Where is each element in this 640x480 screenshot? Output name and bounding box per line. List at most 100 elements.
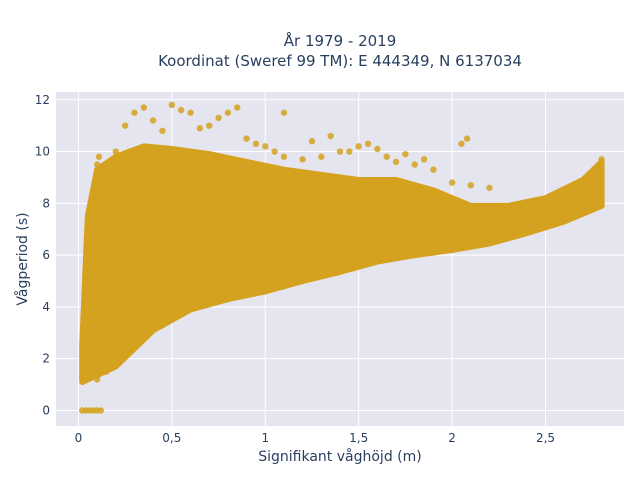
data-point	[78, 373, 86, 381]
data-point	[262, 288, 269, 295]
data-point	[299, 277, 306, 285]
chart-title-line-2: Koordinat (Sweref 99 TM): E 444349, N 61…	[158, 52, 522, 70]
data-point	[112, 358, 119, 365]
x-tick-label: 1	[261, 431, 269, 445]
data-point	[486, 238, 493, 246]
data-point	[234, 104, 241, 111]
data-point	[88, 231, 95, 238]
y-tick-label: 10	[35, 145, 50, 159]
data-point	[90, 210, 97, 217]
data-point	[402, 150, 409, 158]
data-point	[336, 148, 344, 155]
data-point	[103, 368, 110, 375]
y-tick-label: 0	[42, 403, 50, 417]
data-point	[168, 101, 176, 109]
data-point	[392, 254, 400, 261]
data-point	[448, 226, 456, 233]
data-point	[463, 135, 471, 142]
data-point	[579, 182, 587, 189]
data-point	[80, 355, 88, 362]
data-point	[327, 132, 334, 140]
data-point	[598, 156, 605, 163]
data-point	[420, 156, 428, 163]
data-point	[504, 213, 512, 220]
data-point	[299, 156, 306, 163]
data-point	[374, 145, 381, 153]
data-point	[383, 153, 390, 160]
data-point	[177, 106, 185, 114]
data-points	[78, 101, 605, 414]
data-point	[411, 161, 418, 168]
data-point	[243, 135, 250, 142]
data-point	[430, 166, 437, 173]
data-point	[95, 153, 103, 160]
data-point	[140, 104, 148, 111]
x-tick-label: 2	[448, 431, 456, 445]
chart-title-line-1: År 1979 - 2019	[284, 31, 397, 50]
y-tick-label: 2	[42, 352, 50, 366]
data-point	[82, 329, 90, 336]
data-point	[86, 264, 93, 272]
data-point	[149, 321, 157, 329]
data-point	[224, 295, 232, 303]
data-point	[430, 249, 437, 256]
data-point	[392, 158, 400, 166]
data-point	[561, 192, 568, 199]
data-point	[589, 169, 596, 176]
data-point	[196, 125, 204, 132]
data-point	[486, 184, 493, 191]
data-point	[467, 182, 474, 189]
x-axis-title: Signifikant våghöjd (m)	[258, 448, 421, 465]
data-point	[92, 184, 99, 191]
data-point	[206, 298, 213, 305]
data-point	[579, 207, 587, 215]
x-tick-label: 0,5	[162, 431, 181, 445]
data-point	[411, 251, 418, 259]
data-point	[346, 148, 353, 155]
data-point	[589, 202, 596, 210]
data-point	[308, 137, 316, 145]
data-point	[215, 114, 222, 122]
data-point	[318, 272, 325, 280]
y-axis-title: Vågperiod (s)	[14, 212, 31, 305]
y-tick-label: 12	[35, 93, 50, 107]
data-point	[187, 303, 194, 311]
data-point	[336, 267, 344, 274]
data-point	[318, 153, 325, 160]
data-point	[280, 153, 288, 160]
data-point	[121, 122, 129, 129]
data-point	[206, 122, 213, 129]
data-point	[542, 200, 549, 207]
data-point	[448, 246, 456, 254]
data-point	[93, 161, 101, 168]
y-tick-label: 8	[42, 196, 50, 210]
x-tick-label: 0	[75, 431, 83, 445]
data-point	[187, 109, 194, 116]
data-point	[280, 282, 288, 290]
data-point	[467, 220, 474, 228]
data-point	[159, 127, 166, 135]
data-point	[243, 290, 250, 298]
data-point	[458, 140, 465, 147]
data-point	[131, 109, 138, 116]
data-point	[355, 262, 362, 269]
y-tick-label: 6	[42, 248, 50, 262]
y-tick-label: 4	[42, 300, 50, 314]
data-point	[84, 303, 91, 311]
data-point	[168, 311, 176, 318]
data-point	[112, 148, 119, 155]
data-point	[504, 233, 512, 241]
data-point	[523, 228, 531, 236]
data-point	[280, 109, 288, 116]
data-point	[121, 345, 129, 352]
data-point	[149, 117, 157, 124]
data-point	[97, 407, 105, 414]
x-tick-label: 1,5	[349, 431, 368, 445]
x-tick-label: 2,5	[536, 431, 555, 445]
data-point	[486, 218, 493, 225]
data-point	[252, 140, 260, 147]
data-point	[224, 109, 232, 116]
data-point	[93, 376, 101, 383]
data-point	[131, 334, 138, 342]
